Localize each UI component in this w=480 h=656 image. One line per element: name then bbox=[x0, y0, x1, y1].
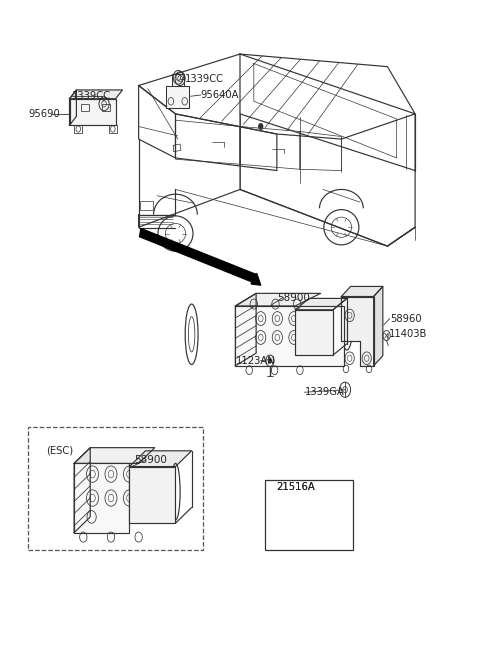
Polygon shape bbox=[251, 273, 261, 285]
Bar bbox=[81, 104, 89, 112]
Text: 95640A: 95640A bbox=[201, 90, 240, 100]
Polygon shape bbox=[373, 287, 383, 366]
Text: 58960: 58960 bbox=[390, 314, 421, 323]
Bar bbox=[130, 466, 176, 523]
Bar bbox=[172, 74, 184, 85]
Bar bbox=[102, 104, 110, 112]
Polygon shape bbox=[130, 451, 192, 466]
Polygon shape bbox=[235, 293, 256, 366]
Polygon shape bbox=[341, 287, 383, 297]
Polygon shape bbox=[235, 293, 321, 306]
Bar bbox=[70, 99, 116, 125]
Bar bbox=[28, 427, 203, 550]
Polygon shape bbox=[341, 297, 373, 366]
Text: 21516A: 21516A bbox=[276, 482, 315, 492]
Polygon shape bbox=[74, 447, 90, 533]
Polygon shape bbox=[295, 298, 347, 310]
Bar bbox=[295, 310, 333, 355]
Text: 1339CC: 1339CC bbox=[185, 74, 224, 84]
Text: 1123AN: 1123AN bbox=[235, 356, 275, 366]
Text: 1339CC: 1339CC bbox=[72, 91, 111, 101]
Text: 11403B: 11403B bbox=[388, 329, 427, 339]
Text: 58900: 58900 bbox=[134, 455, 167, 465]
Text: 21516A: 21516A bbox=[276, 482, 315, 492]
Polygon shape bbox=[140, 228, 256, 283]
Text: 95690: 95690 bbox=[28, 109, 60, 119]
Bar bbox=[74, 463, 130, 533]
Bar bbox=[265, 480, 353, 550]
Bar bbox=[74, 125, 83, 133]
Circle shape bbox=[268, 358, 272, 363]
Bar bbox=[166, 85, 189, 108]
Bar bbox=[235, 306, 344, 366]
Polygon shape bbox=[70, 90, 122, 99]
Text: 1339GA: 1339GA bbox=[304, 387, 344, 398]
Text: 58900: 58900 bbox=[277, 293, 310, 303]
Polygon shape bbox=[70, 90, 76, 125]
Polygon shape bbox=[74, 447, 155, 463]
Bar bbox=[108, 125, 117, 133]
Text: (ESC): (ESC) bbox=[47, 446, 73, 456]
Circle shape bbox=[258, 123, 263, 130]
Bar bbox=[140, 201, 154, 210]
